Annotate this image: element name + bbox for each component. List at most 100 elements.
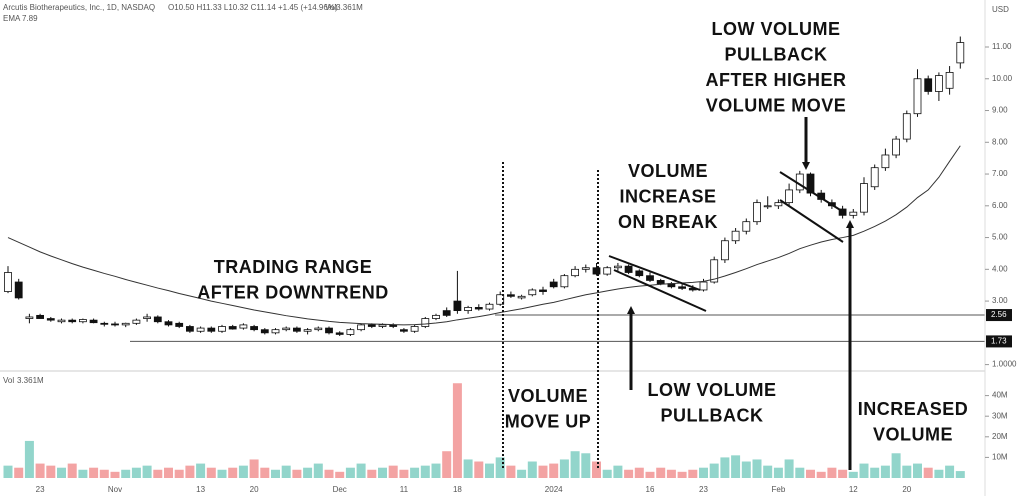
candle-body <box>731 230 740 242</box>
volume-bar <box>228 467 238 478</box>
candle-body <box>346 329 355 335</box>
y-tick-label: 6.00 <box>992 201 1008 210</box>
candle-body <box>624 265 633 273</box>
candle-body <box>79 319 87 323</box>
candle-body <box>913 78 922 115</box>
volume-bar <box>463 459 473 478</box>
volume-bar <box>452 383 462 478</box>
volume-bar <box>185 465 195 478</box>
volume-bar <box>538 465 548 478</box>
volume-bar <box>378 467 387 478</box>
x-tick-label: 2024 <box>545 485 563 494</box>
candle-body <box>656 280 665 285</box>
annotation: TRADING RANGE <box>214 257 373 277</box>
annotation: AFTER DOWNTREND <box>197 282 388 302</box>
y-tick-label: 4.00 <box>992 264 1008 273</box>
volume-bar <box>784 459 794 478</box>
candle-body <box>46 318 55 321</box>
volume-bar <box>838 469 848 478</box>
volume-bar <box>474 461 484 478</box>
volume-bar <box>549 463 559 478</box>
y-tick-label: 11.00 <box>992 42 1012 51</box>
candle-body <box>592 267 601 275</box>
candle-body <box>335 332 344 335</box>
level-tag <box>986 335 1012 348</box>
candle-body <box>410 326 419 332</box>
candle-body <box>207 327 216 332</box>
volume-bar <box>827 467 837 478</box>
volume-bar <box>559 459 569 478</box>
x-tick-label: 20 <box>902 485 911 494</box>
volume-bar <box>848 471 858 478</box>
volume-bar <box>164 467 173 478</box>
candle-body <box>453 300 462 312</box>
volume-bar <box>410 467 420 478</box>
volume-bar <box>271 469 280 478</box>
volume-bar <box>292 469 302 478</box>
volume-bar <box>773 467 783 478</box>
candle-body <box>881 154 890 169</box>
x-tick-label: 16 <box>646 485 655 494</box>
trend-line <box>779 199 844 243</box>
volume-tick-label: 20M <box>992 432 1008 441</box>
volume-bar <box>131 467 141 478</box>
volume-bar <box>656 467 666 478</box>
y-tick-label: 3.00 <box>992 296 1008 305</box>
volume-bar <box>442 451 452 478</box>
candle-body <box>271 329 280 334</box>
candle-body <box>432 314 440 319</box>
volume-bar <box>624 469 634 478</box>
annotation: VOLUME MOVE <box>706 95 847 115</box>
candle-body <box>250 326 259 331</box>
candle-body <box>399 329 408 332</box>
candle-body <box>132 319 141 324</box>
volume-bar <box>795 467 805 478</box>
candle-body <box>485 303 494 310</box>
volume-bar <box>142 465 152 478</box>
candle-body <box>421 318 430 327</box>
volume-bar <box>709 463 719 478</box>
volume-bar <box>67 463 77 478</box>
x-tick-label: 20 <box>250 485 259 494</box>
ema-line <box>7 145 961 326</box>
x-tick-label: 12 <box>849 485 858 494</box>
trend-line <box>779 171 846 214</box>
volume-bar <box>335 471 345 478</box>
volume-bar <box>367 469 377 478</box>
volume-tick-label: 10M <box>992 453 1008 462</box>
candle-body <box>228 326 237 330</box>
volume-bar <box>303 467 313 478</box>
candle-body <box>560 275 569 288</box>
candle-body <box>357 324 366 331</box>
candle-body <box>614 265 622 269</box>
volume-bar <box>153 469 163 478</box>
ohlc: O10.50 H11.33 L10.32 C11.14 +1.45 (+14.9… <box>168 3 338 12</box>
ema-label: EMA <box>3 14 21 23</box>
volume-bar <box>399 469 409 478</box>
candle-body <box>464 307 473 312</box>
candle-body <box>506 294 515 297</box>
volume-bar <box>345 467 355 478</box>
volume-bar <box>806 469 815 478</box>
candle-body <box>956 42 965 64</box>
annotation: PULLBACK <box>725 44 828 64</box>
annotation: INCREASED <box>858 399 969 419</box>
candle-body <box>571 268 579 277</box>
volume-bar <box>902 465 912 478</box>
volume-bar <box>249 459 259 478</box>
x-tick-label: 11 <box>400 485 409 494</box>
volume-bar <box>816 471 826 478</box>
candle-body <box>303 329 312 332</box>
x-tick-label: 23 <box>36 485 45 494</box>
drawings <box>502 117 854 470</box>
volume-bar <box>388 465 398 478</box>
annotation: LOW VOLUME <box>712 19 841 39</box>
candle-body <box>528 289 537 296</box>
candle-body <box>14 281 23 299</box>
candle-body <box>196 327 205 332</box>
volume-bar <box>89 467 99 478</box>
candle-body <box>4 272 12 292</box>
volume-bar <box>602 469 612 478</box>
candle-body <box>314 327 323 331</box>
candle-body <box>474 307 483 310</box>
